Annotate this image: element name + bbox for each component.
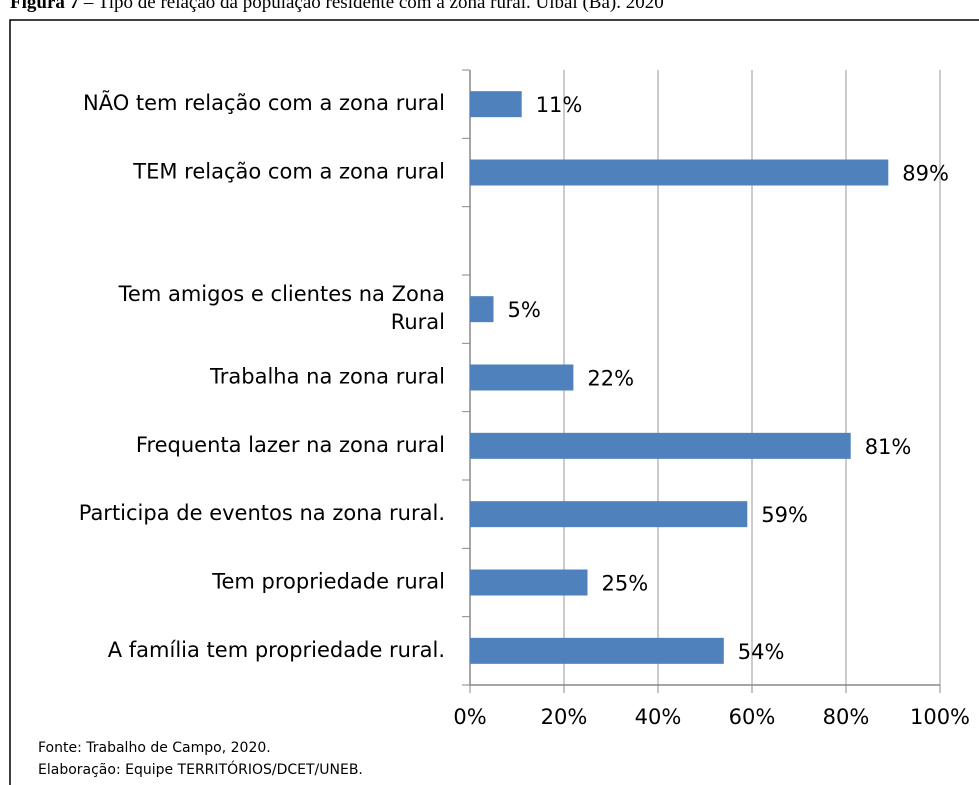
data-label: 89% [902, 162, 949, 186]
x-tick-label: 40% [635, 705, 682, 729]
x-tick-label: 20% [541, 705, 588, 729]
data-label: 81% [865, 435, 912, 459]
y-tick-label: Trabalha na zona rural [209, 365, 445, 389]
source-note: Fonte: Trabalho de Campo, 2020. [38, 740, 271, 756]
credit-note: Elaboração: Equipe TERRITÓRIOS/DCET/UNEB… [38, 760, 363, 778]
data-label: 59% [761, 503, 808, 527]
y-tick-label: Participa de eventos na zona rural. [79, 501, 445, 525]
data-label: 5% [508, 298, 541, 322]
bar [470, 296, 494, 323]
bar [470, 501, 748, 528]
y-tick-label: NÃO tem relação com a zona rural [83, 89, 445, 115]
x-tick-label: 60% [729, 705, 776, 729]
data-label: 22% [587, 367, 634, 391]
data-label: 54% [738, 640, 785, 664]
y-tick-label: TEM relação com a zona rural [132, 160, 445, 184]
x-tick-label: 0% [453, 705, 486, 729]
data-label: 11% [536, 93, 583, 117]
frame [9, 19, 979, 785]
y-tick-label: Tem propriedade rural [211, 570, 445, 594]
y-tick-label: Frequenta lazer na zona rural [136, 433, 445, 457]
x-tick-label: 80% [823, 705, 870, 729]
bar [470, 364, 574, 391]
bar [470, 159, 889, 186]
bar [470, 432, 851, 459]
x-tick-label: 100% [910, 705, 970, 729]
chart-title: Figura 7 – Tipo de relação da população … [10, 0, 664, 13]
bar [470, 91, 522, 118]
bar [470, 569, 588, 596]
bar [470, 637, 724, 664]
y-tick-label: Tem amigos e clientes na Zona Rural [118, 282, 445, 334]
data-label: 25% [602, 572, 649, 596]
y-tick-label: A família tem propriedade rural. [108, 638, 445, 662]
figure-label: Figura 7 [10, 0, 80, 13]
title-text: – Tipo de relação da população residente… [83, 0, 664, 13]
